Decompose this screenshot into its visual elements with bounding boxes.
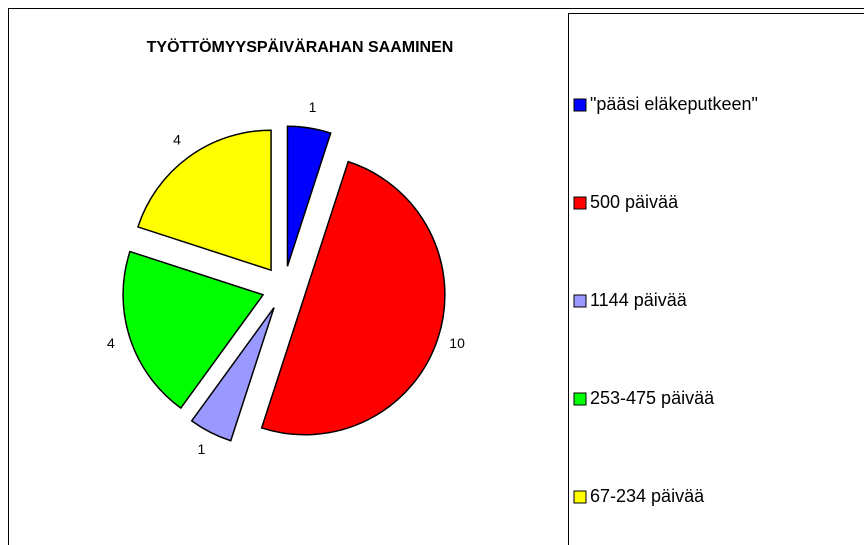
- legend-label: 500 päivää: [590, 192, 679, 212]
- data-label: 10: [449, 335, 465, 351]
- legend-box: [568, 13, 864, 545]
- pie-slice: [286, 125, 332, 267]
- chart-title: TYÖTTÖMYYSPÄIVÄRAHAN SAAMINEN: [147, 37, 454, 56]
- data-label: 1: [309, 99, 317, 115]
- data-label: 1: [197, 441, 205, 457]
- data-label: 4: [107, 335, 115, 351]
- legend-label: 253-475 päivää: [590, 388, 715, 408]
- legend-swatch: [573, 490, 587, 504]
- pie-slice: [190, 307, 275, 442]
- legend-label: 1144 päivää: [590, 290, 688, 310]
- pie-slice: [122, 250, 265, 410]
- legend-swatch: [573, 294, 587, 308]
- legend-swatch: [573, 392, 587, 406]
- legend-swatch: [573, 196, 587, 210]
- legend-label: "pääsi eläkeputkeen": [590, 94, 758, 114]
- legend-swatch: [573, 98, 587, 112]
- data-label: 4: [173, 131, 181, 147]
- pie-slice: [136, 129, 272, 272]
- pie-slice: [260, 160, 446, 436]
- legend-label: 67-234 päivää: [590, 486, 705, 506]
